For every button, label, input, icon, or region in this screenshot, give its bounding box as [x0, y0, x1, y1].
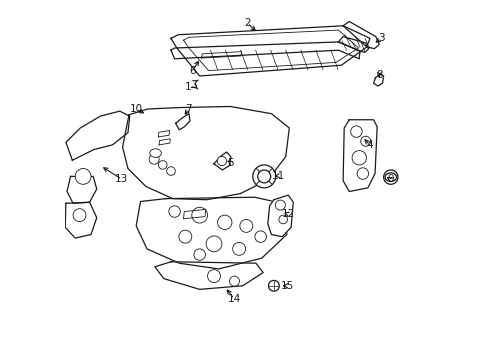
Circle shape	[75, 168, 91, 184]
Polygon shape	[136, 197, 286, 269]
Text: 12: 12	[281, 209, 294, 219]
Circle shape	[158, 161, 167, 169]
Polygon shape	[66, 111, 129, 160]
Polygon shape	[267, 195, 293, 237]
Circle shape	[254, 231, 266, 242]
Circle shape	[207, 270, 220, 283]
Polygon shape	[122, 107, 289, 200]
Polygon shape	[175, 114, 190, 130]
Text: 7: 7	[185, 104, 192, 114]
Circle shape	[194, 249, 205, 260]
Text: 14: 14	[227, 294, 241, 304]
Circle shape	[252, 165, 275, 188]
Circle shape	[217, 156, 226, 166]
Text: 4: 4	[366, 140, 372, 150]
Text: 15: 15	[280, 281, 294, 291]
Circle shape	[166, 167, 175, 175]
Circle shape	[257, 170, 270, 183]
Circle shape	[275, 200, 285, 210]
Text: 6: 6	[189, 66, 195, 76]
Polygon shape	[343, 120, 376, 192]
Circle shape	[149, 154, 159, 164]
Text: 11: 11	[271, 171, 285, 181]
Text: 2: 2	[244, 18, 250, 28]
Text: 10: 10	[129, 104, 142, 114]
Polygon shape	[338, 37, 368, 52]
Polygon shape	[67, 176, 97, 203]
Circle shape	[191, 207, 207, 223]
Circle shape	[278, 215, 287, 224]
Polygon shape	[373, 74, 383, 86]
Text: 13: 13	[115, 174, 128, 184]
Ellipse shape	[384, 173, 396, 181]
Text: 1: 1	[184, 82, 191, 92]
Circle shape	[229, 276, 239, 286]
Polygon shape	[171, 42, 359, 59]
Ellipse shape	[149, 149, 161, 157]
Polygon shape	[214, 152, 230, 170]
Circle shape	[168, 206, 180, 217]
Circle shape	[232, 242, 245, 255]
Polygon shape	[65, 202, 97, 238]
Circle shape	[383, 170, 397, 184]
Polygon shape	[155, 262, 263, 289]
Circle shape	[356, 168, 368, 179]
Circle shape	[360, 136, 370, 146]
Circle shape	[73, 209, 86, 222]
Polygon shape	[343, 22, 379, 49]
Circle shape	[239, 220, 252, 232]
Circle shape	[217, 215, 231, 229]
Polygon shape	[171, 26, 369, 76]
Circle shape	[268, 280, 279, 291]
Text: 5: 5	[227, 158, 234, 168]
Text: 9: 9	[386, 174, 393, 184]
Circle shape	[351, 150, 366, 165]
Circle shape	[179, 230, 191, 243]
Text: 8: 8	[375, 70, 382, 80]
Circle shape	[350, 126, 362, 137]
Circle shape	[206, 236, 222, 252]
Text: 3: 3	[377, 33, 384, 43]
